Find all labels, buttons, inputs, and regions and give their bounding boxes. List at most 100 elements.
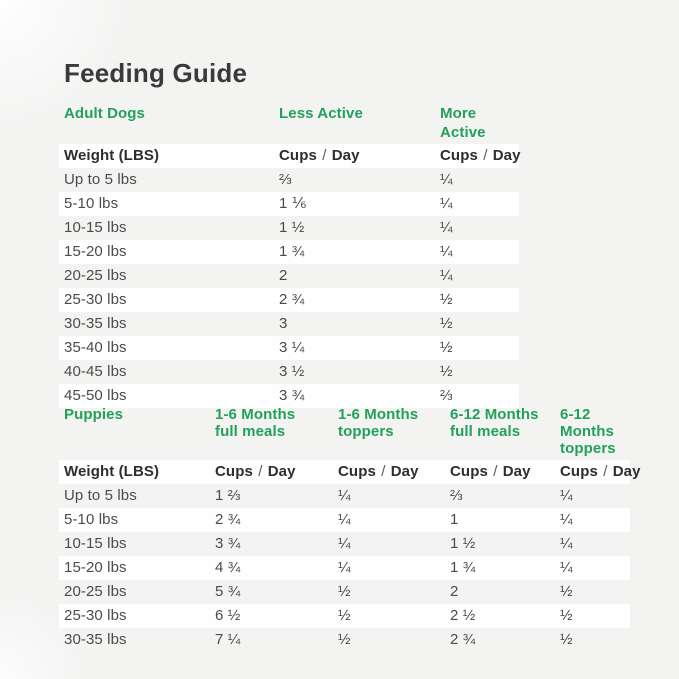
weight-cell: 20-25 lbs	[64, 583, 127, 600]
adult-section-header-row: Adult Dogs Less Active More Active	[59, 104, 519, 142]
value-cell: 5 ¾	[215, 583, 241, 600]
value-cell: 2 ½	[450, 607, 476, 624]
adult-header-row: Weight (LBS) Cups / Day Cups / Day	[59, 144, 520, 168]
table-row: 40-45 lbs 3 ½ ½	[59, 360, 519, 384]
table-row: 30-35 lbs 7 ¼ ½ 2 ¾ ½	[59, 628, 630, 652]
value-cell: ½	[440, 315, 453, 332]
value-cell: ¼	[440, 243, 453, 260]
value-cell: ¼	[440, 219, 453, 236]
value-cell: ¼	[560, 559, 573, 576]
table-row: 5-10 lbs 1 ⅙ ¼	[59, 192, 519, 216]
cups-label: Cups	[440, 147, 478, 164]
value-cell: 4 ¾	[215, 559, 241, 576]
puppies-table: Puppies 1-6 Months full meals 1-6 Months t…	[59, 406, 640, 652]
column-header-line2: toppers	[560, 440, 616, 457]
column-header-line2: toppers	[338, 423, 394, 440]
slash-separator: /	[258, 463, 263, 480]
table-row: 20-25 lbs 5 ¾ ½ 2 ½	[59, 580, 630, 604]
value-cell: 1 ¾	[450, 559, 476, 576]
cups-day-header: Cups / Day	[555, 460, 640, 484]
day-label: Day	[612, 463, 641, 480]
cups-day-header: Cups / Day	[445, 460, 555, 484]
column-header-more-active: More Active	[440, 105, 486, 141]
cups-label: Cups	[338, 463, 376, 480]
day-label: Day	[331, 147, 360, 164]
weight-cell: 45-50 lbs	[64, 387, 127, 404]
table-row: 30-35 lbs 3 ½	[59, 312, 519, 336]
weight-cell: Up to 5 lbs	[64, 487, 137, 504]
value-cell: ½	[560, 583, 573, 600]
weight-cell: 10-15 lbs	[64, 219, 127, 236]
weight-cell: 35-40 lbs	[64, 339, 127, 356]
cups-label: Cups	[560, 463, 598, 480]
column-header-line1: 6-12 Months	[560, 406, 614, 440]
day-label: Day	[390, 463, 419, 480]
value-cell: ¼	[560, 535, 573, 552]
value-cell: ¼	[338, 559, 351, 576]
weight-cell: 30-35 lbs	[64, 315, 127, 332]
slash-separator: /	[483, 147, 488, 164]
weight-cell: 5-10 lbs	[64, 511, 119, 528]
column-header-6-12-toppers: 6-12 Months toppers	[555, 406, 630, 457]
column-header-6-12-full-meals: 6-12 Months full meals	[445, 406, 555, 457]
column-header-line2: full meals	[215, 423, 286, 440]
weight-cell: 15-20 lbs	[64, 243, 127, 260]
cups-day-header: Cups / Day	[210, 460, 333, 484]
table-row: 10-15 lbs 3 ¾ ¼ 1 ½ ¼	[59, 532, 630, 556]
value-cell: ½	[338, 607, 351, 624]
value-cell: 2	[279, 267, 288, 284]
value-cell: 7 ¼	[215, 631, 241, 648]
value-cell: 6 ½	[215, 607, 241, 624]
column-header-line1: 1-6 Months	[215, 406, 296, 423]
value-cell: 1	[450, 511, 459, 528]
value-cell: ¼	[440, 195, 453, 212]
value-cell: 3 ½	[279, 363, 305, 380]
column-header-line1: 1-6 Months	[338, 406, 419, 423]
value-cell: ½	[338, 631, 351, 648]
slash-separator: /	[603, 463, 608, 480]
cups-day-header: Cups / Day	[274, 144, 435, 168]
weight-cell: 20-25 lbs	[64, 267, 127, 284]
weight-cell: 40-45 lbs	[64, 363, 127, 380]
column-header-less-active: Less Active	[279, 105, 363, 122]
table-row: 15-20 lbs 1 ¾ ¼	[59, 240, 519, 264]
value-cell: ¼	[338, 511, 351, 528]
value-cell: ½	[440, 291, 453, 308]
table-row: 20-25 lbs 2 ¼	[59, 264, 519, 288]
puppies-section-label: Puppies	[64, 406, 124, 423]
value-cell: ⅔	[440, 387, 453, 404]
value-cell: ¼	[560, 511, 573, 528]
value-cell: 3 ¼	[279, 339, 305, 356]
weight-cell: Up to 5 lbs	[64, 171, 137, 188]
value-cell: ⅔	[450, 487, 463, 504]
weight-cell: 25-30 lbs	[64, 607, 127, 624]
table-row: 10-15 lbs 1 ½ ¼	[59, 216, 519, 240]
value-cell: ¼	[338, 535, 351, 552]
value-cell: ½	[338, 583, 351, 600]
value-cell: 1 ½	[279, 219, 305, 236]
value-cell: ½	[560, 607, 573, 624]
table-row: 5-10 lbs 2 ¾ ¼ 1 ¼	[59, 508, 630, 532]
table-row: Up to 5 lbs ⅔ ¼	[59, 168, 519, 192]
table-row: 15-20 lbs 4 ¾ ¼ 1 ¾ ¼	[59, 556, 630, 580]
weight-cell: 25-30 lbs	[64, 291, 127, 308]
cups-day-header: Cups / Day	[435, 144, 520, 168]
value-cell: ½	[440, 339, 453, 356]
weight-cell: 15-20 lbs	[64, 559, 127, 576]
value-cell: 1 ½	[450, 535, 476, 552]
adult-dogs-table: Adult Dogs Less Active More Active Weigh…	[59, 104, 520, 408]
cups-label: Cups	[215, 463, 253, 480]
value-cell: 2 ¾	[279, 291, 305, 308]
value-cell: ½	[560, 631, 573, 648]
page-title: Feeding Guide	[64, 58, 248, 88]
cups-label: Cups	[450, 463, 488, 480]
value-cell: 1 ⅙	[279, 195, 307, 212]
weight-header: Weight (LBS)	[64, 463, 160, 480]
day-label: Day	[502, 463, 531, 480]
value-cell: ¼	[440, 267, 453, 284]
value-cell: 1 ¾	[279, 243, 305, 260]
puppies-header-row: Weight (LBS) Cups / Day Cups / Day Cups …	[59, 460, 640, 484]
value-cell: 3	[279, 315, 288, 332]
column-header-line1: 6-12 Months	[450, 406, 539, 423]
